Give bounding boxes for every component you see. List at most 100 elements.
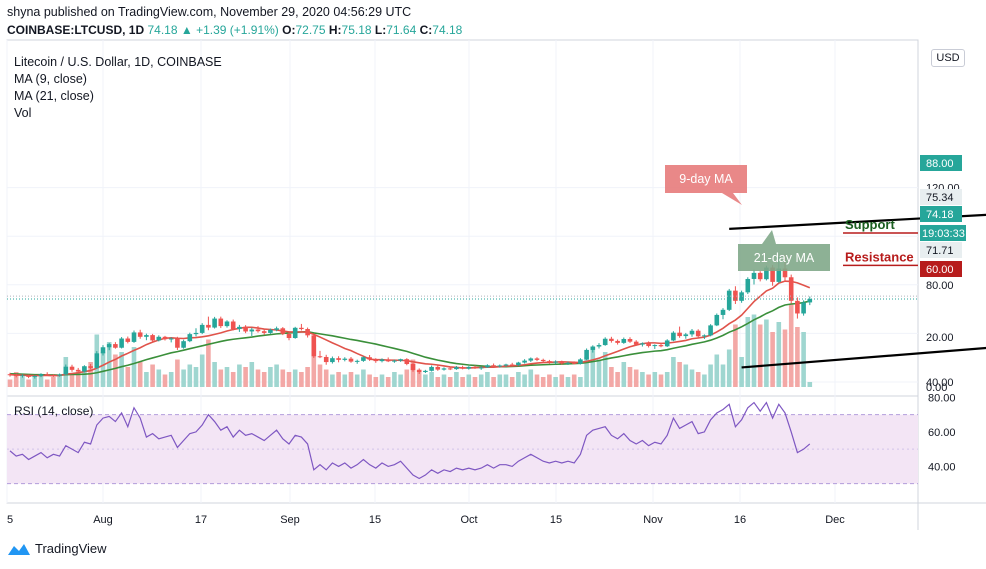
volume-bar [75, 372, 81, 387]
candle-body [323, 356, 329, 363]
candle-body [75, 369, 81, 372]
volume-bar [714, 354, 720, 387]
volume-bar [348, 372, 354, 387]
close-value: 74.18 [432, 23, 463, 37]
currency-button[interactable]: USD [931, 49, 965, 67]
volume-bar [429, 372, 434, 387]
candle-body [757, 272, 763, 280]
candle-body [609, 338, 614, 341]
candle-body [770, 267, 775, 282]
volume-bar [454, 372, 459, 387]
channel-lower-line [741, 346, 986, 369]
volume-bar [782, 329, 788, 387]
volume-bar [38, 374, 44, 387]
volume-bar [788, 304, 794, 387]
volume-bar [323, 369, 329, 387]
volume-bar [726, 349, 732, 387]
volume-bar [168, 372, 174, 387]
volume-bar [175, 359, 180, 387]
volume-tick: 20.00 [926, 332, 954, 344]
volume-bar [51, 377, 56, 387]
candle-body [528, 358, 534, 361]
rsi-tick: 60.00 [928, 427, 956, 439]
volume-bar [733, 324, 738, 387]
candle-body [534, 358, 540, 360]
candle-body [367, 357, 372, 360]
candle-body [44, 374, 50, 376]
rsi-pane: RSI (14, close) [7, 401, 918, 485]
volume-bar [32, 377, 38, 387]
candle-body [590, 346, 596, 350]
candle-body [137, 332, 143, 337]
annotations: Resistance Support 9-day MA 21-day MA [7, 165, 986, 369]
candle-body [602, 338, 608, 346]
candle-body [410, 364, 416, 371]
candle-body [553, 361, 558, 363]
volume-bar [683, 364, 689, 387]
candle-body [776, 268, 782, 282]
time-tick: 15 [369, 514, 381, 526]
legend-ma9[interactable]: MA (9, close) [14, 72, 87, 86]
support-label: Support [845, 217, 895, 232]
candle-body [317, 356, 323, 358]
candle-body [571, 362, 577, 364]
volume-bar [249, 362, 255, 387]
volume-bar [565, 377, 571, 387]
candle-body [435, 366, 441, 370]
volume-bar [423, 374, 428, 387]
volume-bar [801, 332, 806, 387]
volume-bar [776, 322, 782, 387]
volume-bar [150, 364, 155, 387]
volume-bar [206, 339, 211, 387]
candle-body [181, 341, 186, 348]
footer[interactable]: TradingView [7, 541, 107, 556]
volume-bar [212, 362, 217, 387]
candle-body [162, 336, 168, 340]
volume-bar [534, 374, 540, 387]
volume-bar [702, 374, 707, 387]
volume-bar [187, 364, 193, 387]
volume-bar [131, 347, 137, 387]
volume-bar [522, 374, 527, 387]
candle-body [522, 360, 527, 363]
volume-bar [745, 317, 751, 387]
volume-bar [491, 377, 496, 387]
candle-body [292, 327, 298, 339]
volume-bar [640, 372, 645, 387]
candle-body [330, 358, 335, 363]
volume-bar [156, 369, 162, 387]
candle-body [168, 338, 174, 340]
candle-body [621, 338, 627, 343]
high-value: 75.18 [341, 23, 372, 37]
volume-bar [590, 347, 596, 387]
candle-body [354, 360, 360, 362]
volume-bar [553, 377, 558, 387]
candle-body [379, 359, 385, 362]
price-change: +1.39 (+1.91%) [196, 23, 279, 37]
volume-bar [708, 364, 713, 387]
candle-body [150, 335, 155, 341]
price-label: 71.71 [926, 245, 954, 257]
legend-ma21[interactable]: MA (21, close) [14, 89, 94, 103]
volume-bar [795, 327, 800, 387]
candle-body [218, 318, 224, 327]
candle-body [689, 330, 695, 335]
volume-bar [404, 369, 410, 387]
candle-body [509, 364, 515, 366]
volume-bar [299, 372, 304, 387]
candle-body [497, 365, 503, 367]
candle-body [82, 366, 87, 372]
candle-body [466, 366, 472, 369]
volume-bar [695, 372, 701, 387]
candle-body [423, 370, 428, 373]
candle-body [100, 347, 106, 354]
candle-body [305, 329, 310, 336]
legend-vol[interactable]: Vol [14, 106, 32, 120]
price-label-box [920, 189, 962, 205]
ma21-callout-box [738, 230, 830, 271]
candle-body [224, 321, 230, 327]
candle-body [547, 361, 552, 363]
volume-bar [466, 374, 472, 387]
candle-body [472, 366, 478, 368]
